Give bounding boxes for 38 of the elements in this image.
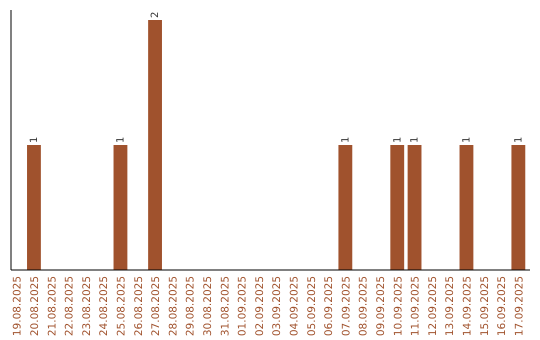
x-tick-label: 19.08.2025 xyxy=(12,276,24,336)
x-tick-label: 15.09.2025 xyxy=(478,276,491,336)
data-label: 1 xyxy=(392,136,404,143)
x-tick-label: 28.08.2025 xyxy=(167,276,180,336)
x-tick-label: 25.08.2025 xyxy=(115,276,128,336)
x-tick-label: 21.08.2025 xyxy=(46,276,58,336)
x-tick-label: 13.09.2025 xyxy=(444,276,456,336)
x-tick-label: 11.09.2025 xyxy=(410,276,422,336)
data-label: 2 xyxy=(150,12,162,18)
x-tick-label: 10.09.2025 xyxy=(392,276,404,336)
data-label: 1 xyxy=(115,136,126,143)
x-tick-label: 31.08.2025 xyxy=(219,276,232,336)
x-tick-label: 30.08.2025 xyxy=(202,276,214,336)
x-tick-label: 23.08.2025 xyxy=(80,276,93,336)
x-tick-label: 12.09.2025 xyxy=(426,276,439,336)
x-tick-label: 06.09.2025 xyxy=(323,276,336,336)
x-tick-label: 02.09.2025 xyxy=(254,276,266,336)
x-tick-label: 04.09.2025 xyxy=(288,276,300,336)
data-label: 1 xyxy=(28,136,40,143)
x-tick-label: 22.08.2025 xyxy=(64,276,76,336)
x-tick-label: 26.08.2025 xyxy=(132,276,145,336)
x-tick-label: 07.09.2025 xyxy=(340,276,352,336)
x-tick-label: 20.08.2025 xyxy=(28,276,41,336)
x-tick-label: 08.09.2025 xyxy=(358,276,370,336)
x-tick-label: 27.08.2025 xyxy=(150,276,162,336)
x-tick-label: 16.09.2025 xyxy=(496,276,508,336)
x-tick-label: 17.09.2025 xyxy=(513,276,526,336)
x-tick-label: 29.08.2025 xyxy=(184,276,197,336)
x-tick-label: 03.09.2025 xyxy=(271,276,284,336)
x-tick-label: 24.08.2025 xyxy=(98,276,110,336)
data-label: 1 xyxy=(410,136,421,143)
data-label: 1 xyxy=(340,136,352,143)
x-tick-label: 05.09.2025 xyxy=(306,276,318,336)
data-label: 1 xyxy=(513,136,524,143)
x-tick-label: 14.09.2025 xyxy=(461,276,474,336)
x-tick-label: 09.09.2025 xyxy=(374,276,387,336)
x-tick-label: 01.09.2025 xyxy=(236,276,249,336)
data-label: 1 xyxy=(461,136,472,143)
